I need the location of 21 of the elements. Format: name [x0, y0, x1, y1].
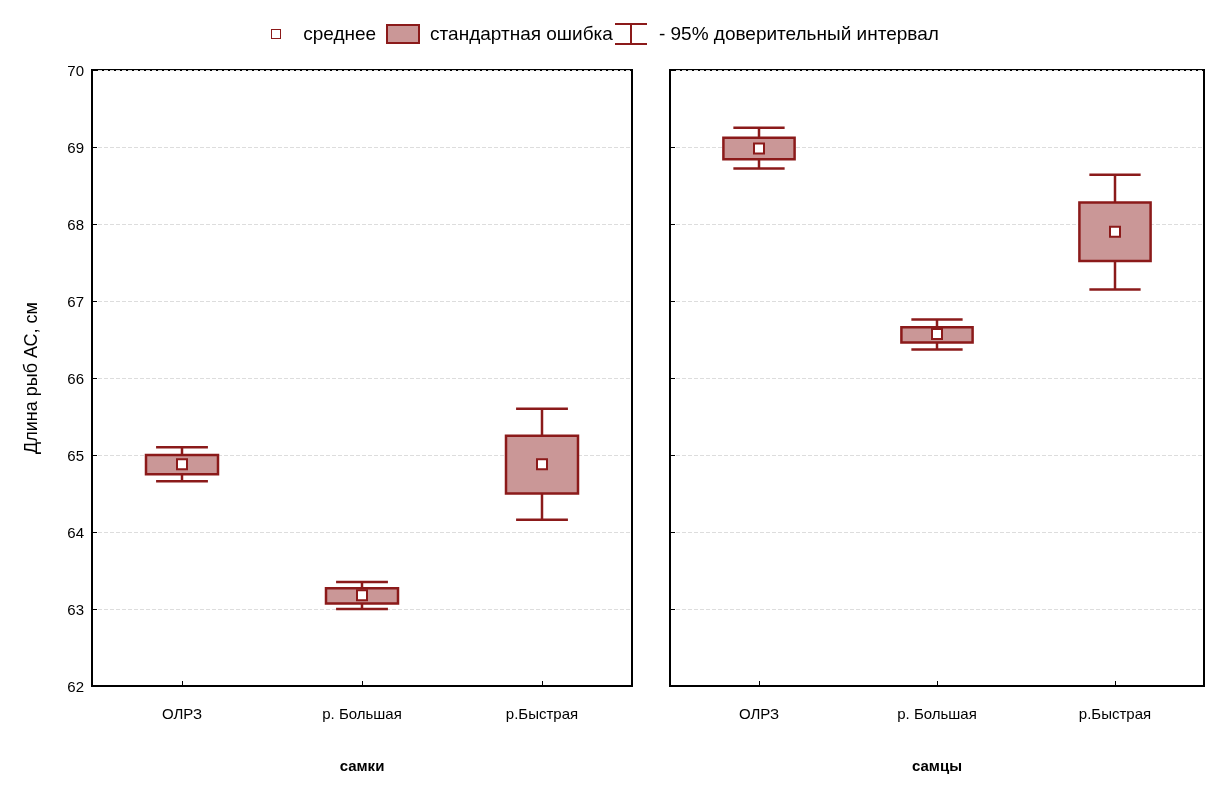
- y-axis-title: Длина рыб АС, см: [21, 302, 41, 454]
- y-tick-label: 68: [67, 215, 84, 233]
- x-tick-label: ОЛРЗ: [738, 705, 780, 722]
- x-axis-title: самцы: [912, 757, 962, 774]
- text: - 95% доверительный интервал: [658, 23, 939, 45]
- x-tick-label: р.Быстрая: [1078, 705, 1152, 722]
- x-axis-title: самки: [339, 757, 385, 774]
- text: стандартная ошибка: [430, 23, 613, 45]
- y-tick-label: 63: [67, 600, 84, 618]
- y-tick-label: 65: [67, 446, 84, 464]
- x-tick-label: ОЛРЗ: [161, 705, 203, 722]
- x-tick-label: р. Большая: [897, 705, 977, 722]
- y-tick-label: 70: [67, 61, 84, 79]
- y-tick-label: 64: [67, 523, 84, 541]
- y-tick-label: 62: [67, 677, 84, 695]
- text: среднее: [303, 23, 377, 45]
- y-tick-label: 67: [67, 292, 84, 310]
- x-tick-label: р.Быстрая: [505, 705, 579, 722]
- y-tick-label: 69: [67, 138, 84, 156]
- y-tick-label: 66: [67, 369, 84, 387]
- x-tick-label: р. Большая: [322, 705, 402, 722]
